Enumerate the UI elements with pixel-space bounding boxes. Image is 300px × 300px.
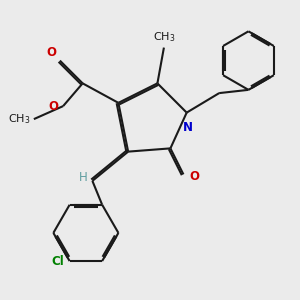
Text: CH$_3$: CH$_3$ [153, 31, 175, 44]
Text: O: O [189, 169, 199, 182]
Text: O: O [46, 46, 57, 59]
Text: N: N [183, 121, 193, 134]
Text: H: H [79, 171, 88, 184]
Text: Cl: Cl [51, 255, 64, 268]
Text: CH$_3$: CH$_3$ [8, 112, 31, 126]
Text: O: O [48, 100, 58, 112]
